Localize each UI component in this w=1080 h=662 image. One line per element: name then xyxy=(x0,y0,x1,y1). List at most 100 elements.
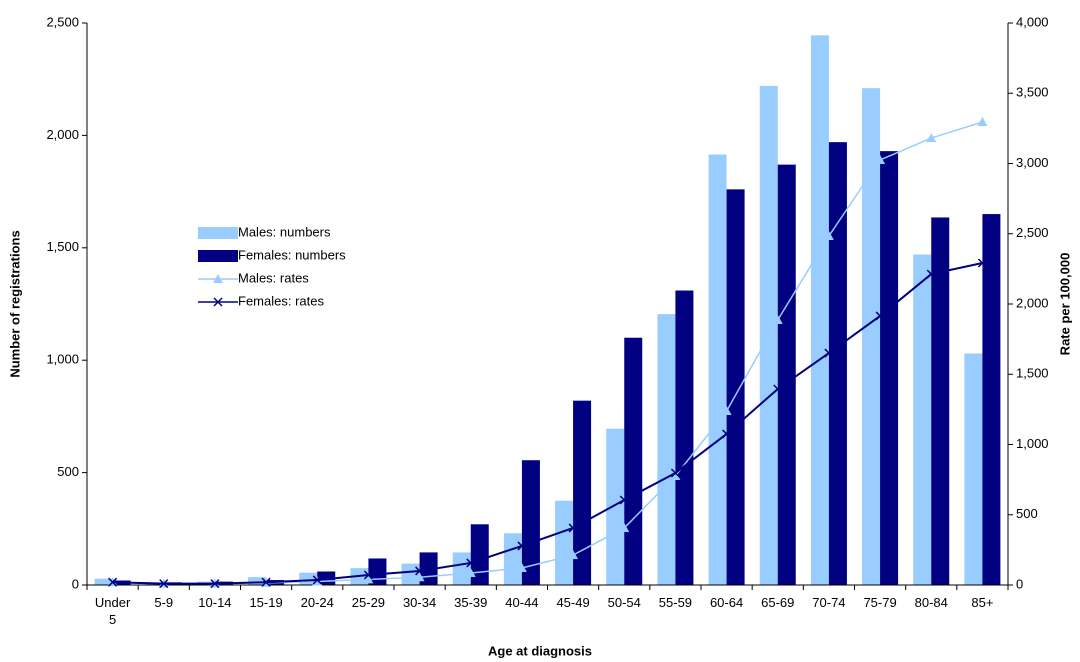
x-tick-label: 40-44 xyxy=(505,595,539,610)
point xyxy=(466,558,476,568)
legend-label: Females: rates xyxy=(238,293,324,308)
y2-tick-label: 2,500 xyxy=(1016,225,1049,240)
y-tick-label: 500 xyxy=(57,464,79,479)
bar xyxy=(777,164,796,585)
y-tick-label: 1,000 xyxy=(46,352,79,367)
y-tick-label: 1,500 xyxy=(46,239,79,254)
bar xyxy=(913,254,932,585)
point xyxy=(363,574,374,584)
point xyxy=(415,566,425,576)
legend: Males: numbers Females: numbers Males: rat… xyxy=(198,224,346,308)
x-tick-label: 25-29 xyxy=(351,595,386,610)
point xyxy=(465,568,476,578)
point xyxy=(210,579,220,589)
y2-tick-label: 3,500 xyxy=(1016,85,1049,100)
y2-tick-label: 0 xyxy=(1016,576,1023,591)
legend-swatch xyxy=(198,227,238,239)
y-tick-label: 0 xyxy=(72,576,79,591)
x-tick-label: 65-69 xyxy=(761,595,795,610)
legend-marker xyxy=(213,274,223,283)
legend-marker xyxy=(213,297,223,307)
y2-tick-label: 3,000 xyxy=(1016,155,1049,170)
point xyxy=(619,495,629,505)
point xyxy=(568,523,578,533)
y2-tick-label: 2,000 xyxy=(1016,295,1049,310)
point xyxy=(363,570,373,580)
y2-axis-title: Rate per 100,000 xyxy=(1057,253,1072,356)
x-tick-label: Under 5 xyxy=(94,595,131,627)
bar xyxy=(964,353,983,585)
point xyxy=(516,562,527,572)
legend-swatch xyxy=(198,250,238,262)
point xyxy=(312,575,322,585)
y2-tick-label: 1,000 xyxy=(1016,436,1049,451)
point xyxy=(772,315,783,325)
x-tick-label: 60-64 xyxy=(709,595,744,610)
point xyxy=(108,577,118,587)
point xyxy=(619,522,630,532)
bar xyxy=(810,35,829,585)
x-tick-label: 70-74 xyxy=(812,595,846,610)
bar xyxy=(94,578,113,585)
bar xyxy=(880,151,899,586)
bar xyxy=(555,500,574,585)
point xyxy=(926,133,937,143)
y2-tick-label: 4,000 xyxy=(1016,14,1049,29)
y-tick-label: 2,000 xyxy=(46,127,79,142)
y2-tick-label: 500 xyxy=(1016,506,1038,521)
x-axis-title: Age at diagnosis xyxy=(488,643,592,658)
bar xyxy=(248,577,267,585)
y2-tick-label: 1,500 xyxy=(1016,366,1049,381)
bar xyxy=(675,290,694,585)
y-axis-title: Number of registrations xyxy=(7,230,22,377)
legend-label: Females: numbers xyxy=(238,247,346,262)
legend-label: Males: rates xyxy=(238,270,309,285)
point xyxy=(722,429,732,439)
bar xyxy=(708,154,727,585)
point xyxy=(568,550,579,560)
point xyxy=(517,541,527,551)
point xyxy=(670,470,681,480)
x-tick-label: 45-49 xyxy=(556,595,590,610)
x-tick-label: 15-19 xyxy=(249,595,283,610)
point xyxy=(926,269,936,279)
point xyxy=(773,384,783,394)
line xyxy=(112,121,983,585)
bar xyxy=(726,189,745,586)
x-tick-label: 20-24 xyxy=(300,595,334,610)
bar xyxy=(862,88,881,585)
point xyxy=(159,579,169,589)
bar xyxy=(470,524,489,585)
point xyxy=(824,348,834,358)
x-tick-label: 10-14 xyxy=(198,595,232,610)
legend-label: Males: numbers xyxy=(238,224,331,239)
bar xyxy=(452,552,471,585)
bar xyxy=(982,214,1001,585)
point xyxy=(875,154,886,164)
line xyxy=(112,261,983,585)
bar xyxy=(573,400,592,585)
x-tick-label: 80-84 xyxy=(914,595,948,610)
point xyxy=(670,468,680,478)
x-tick-label: 50-54 xyxy=(607,595,641,610)
bar xyxy=(521,460,540,585)
point xyxy=(977,117,988,127)
bar xyxy=(657,314,676,585)
point xyxy=(721,406,732,416)
point xyxy=(414,572,425,582)
bar xyxy=(503,533,522,585)
bar xyxy=(624,337,643,585)
bar xyxy=(606,428,625,585)
x-tick-label: 85+ xyxy=(971,595,994,610)
bar xyxy=(401,563,420,585)
x-tick-label: 5-9 xyxy=(154,595,174,610)
point xyxy=(261,577,271,587)
bar xyxy=(828,142,847,586)
x-tick-label: 75-79 xyxy=(863,595,897,610)
bar xyxy=(931,217,950,585)
x-tick-label: 35-39 xyxy=(454,595,488,610)
x-tick-label: 30-34 xyxy=(402,595,437,610)
x-tick-label: 55-59 xyxy=(658,595,693,610)
